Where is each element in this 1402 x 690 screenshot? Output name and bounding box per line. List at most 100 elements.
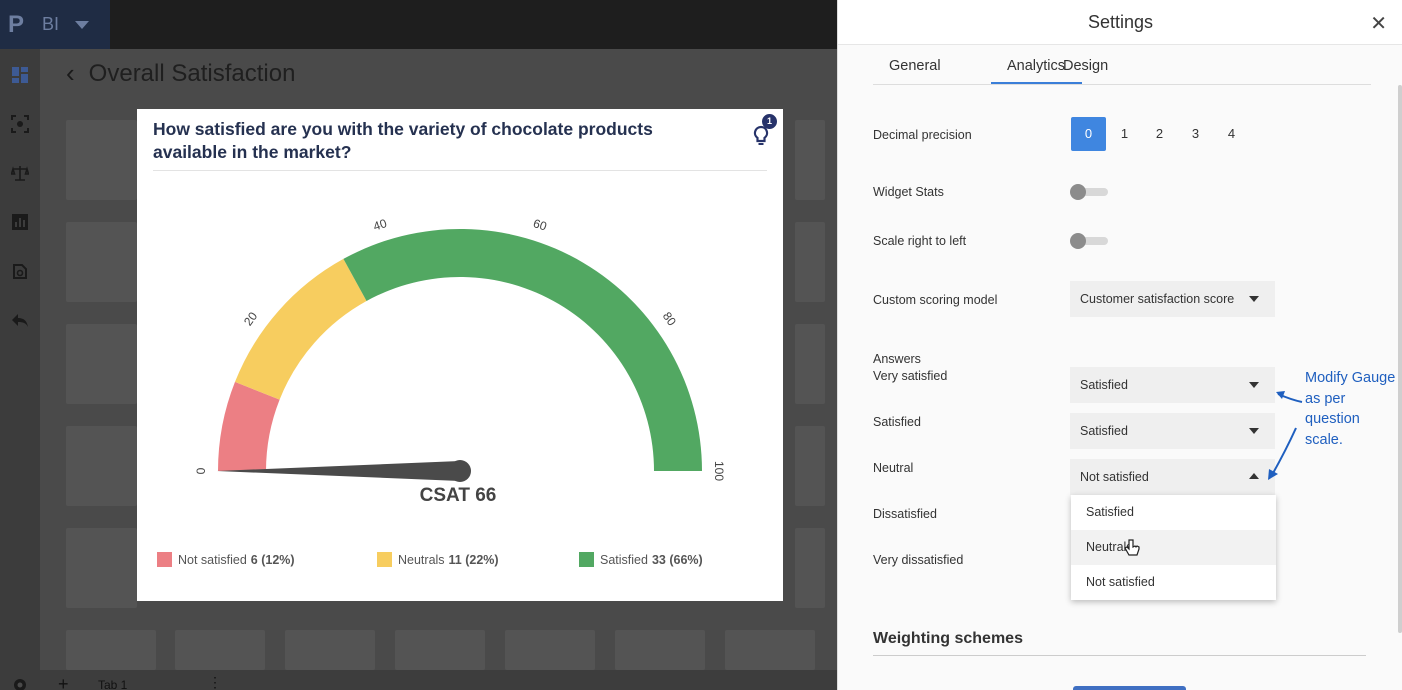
background-tile xyxy=(615,630,705,670)
widget-question: How satisfied are you with the variety o… xyxy=(153,119,653,162)
chevron-down-icon[interactable] xyxy=(75,20,90,29)
answer-label-very-dissatisfied: Very dissatisfied xyxy=(873,553,964,567)
page-header: ‹ Overall Satisfaction xyxy=(66,58,295,89)
gauge-segment-2 xyxy=(343,229,702,471)
bar-chart-icon[interactable] xyxy=(11,213,29,231)
toggle-track xyxy=(1076,188,1108,196)
gauge-tick-label: 0 xyxy=(194,467,208,474)
gauge-tick-label: 20 xyxy=(241,309,260,328)
primary-button[interactable] xyxy=(1073,686,1186,690)
widget-stats-toggle[interactable] xyxy=(1070,183,1110,201)
lightbulb-icon[interactable] xyxy=(749,121,773,147)
gauge-segment-1 xyxy=(234,258,367,400)
precision-option-2[interactable]: 2 xyxy=(1155,126,1164,141)
legend-item-neutrals: Neutrals 11 (22%) xyxy=(377,552,499,567)
answer-label-neutral: Neutral xyxy=(873,461,914,475)
background-tile xyxy=(66,426,137,506)
reply-icon[interactable] xyxy=(11,311,29,329)
scale-rtl-label: Scale right to left xyxy=(873,234,967,248)
chevron-down-icon xyxy=(1249,296,1259,302)
gauge-needle-hub xyxy=(449,460,471,482)
app-logo: P xyxy=(8,10,25,38)
brand-switcher[interactable]: P BI xyxy=(0,0,110,49)
tab-design[interactable]: Design xyxy=(1063,58,1109,74)
settings-panel: Settings ✕ General Analytics Design Deci… xyxy=(837,0,1402,690)
select-value: Satisfied xyxy=(1080,424,1128,438)
answer-dropdown-menu: Satisfied Neutrals Not satisfied xyxy=(1071,495,1276,600)
tab-1[interactable]: Tab 1 xyxy=(98,678,128,690)
answer-label-very-satisfied: Very satisfied xyxy=(873,369,948,383)
tab-menu-icon[interactable]: ⋮ xyxy=(208,674,222,690)
tab-general[interactable]: General xyxy=(889,58,941,74)
gauge-tick-label: 60 xyxy=(531,216,548,234)
precision-option-4[interactable]: 4 xyxy=(1227,126,1236,141)
background-tile xyxy=(505,630,595,670)
settings-title: Settings xyxy=(1087,12,1154,32)
dashboard-icon[interactable] xyxy=(11,66,29,84)
section-divider xyxy=(873,655,1366,656)
gauge-widget-card: How satisfied are you with the variety o… xyxy=(137,109,783,601)
answer-select-satisfied[interactable]: Satisfied xyxy=(1070,413,1275,449)
top-bar: P BI xyxy=(0,0,837,49)
answers-header: Answers xyxy=(873,352,921,366)
answer-label-satisfied: Satisfied xyxy=(873,415,921,429)
background-tile xyxy=(66,528,137,608)
legend-value: 33 (66%) xyxy=(651,552,703,567)
legend-item-not-satisfied: Not satisfied 6 (12%) xyxy=(157,552,295,567)
add-tab-icon[interactable]: + xyxy=(58,674,69,690)
back-arrow-icon[interactable]: ‹ xyxy=(66,58,75,88)
legend-label: Satisfied xyxy=(600,552,648,567)
left-nav-rail xyxy=(0,49,40,690)
gauge-segment-0 xyxy=(218,381,280,471)
widget-stats-label: Widget Stats xyxy=(873,185,944,199)
card-divider xyxy=(153,170,767,171)
background-tile xyxy=(285,630,375,670)
hand-cursor-icon xyxy=(1124,539,1140,556)
focus-icon[interactable] xyxy=(11,115,29,133)
background-tile xyxy=(66,630,156,670)
app-name: BI xyxy=(42,14,60,34)
answer-select-neutral[interactable]: Not satisfied xyxy=(1070,459,1275,495)
background-tile xyxy=(795,528,825,608)
background-tile xyxy=(795,426,825,506)
settings-tabs: General Analytics Design xyxy=(873,58,1371,85)
answer-label-dissatisfied: Dissatisfied xyxy=(873,507,937,521)
tab-analytics[interactable]: Analytics xyxy=(1007,58,1066,74)
active-tab-indicator xyxy=(991,82,1082,84)
close-icon[interactable]: ✕ xyxy=(1370,13,1387,35)
page-title: Overall Satisfaction xyxy=(88,59,296,87)
legend-value: 6 (12%) xyxy=(250,552,295,567)
page-tab-bar: + Tab 1 ⋮ xyxy=(40,670,837,690)
balance-scale-icon[interactable] xyxy=(11,164,29,182)
scrollbar[interactable] xyxy=(1398,85,1402,633)
gear-icon[interactable] xyxy=(11,676,29,690)
scale-rtl-toggle[interactable] xyxy=(1070,232,1110,250)
legend-swatch xyxy=(377,552,392,567)
legend-value: 11 (22%) xyxy=(448,552,499,567)
scoring-model-select[interactable]: Customer satisfaction score xyxy=(1070,281,1275,317)
gauge-needle xyxy=(217,461,460,481)
legend-swatch xyxy=(579,552,594,567)
weighting-schemes-title: Weighting schemes xyxy=(873,630,1023,647)
dropdown-option-satisfied[interactable]: Satisfied xyxy=(1086,505,1134,519)
background-tile xyxy=(795,222,825,302)
dropdown-option-not-satisfied[interactable]: Not satisfied xyxy=(1086,575,1155,589)
precision-option-3[interactable]: 3 xyxy=(1191,126,1200,141)
legend-label: Not satisfied xyxy=(178,552,247,567)
precision-option-1[interactable]: 1 xyxy=(1120,126,1129,141)
background-tile xyxy=(66,222,137,302)
answer-select-very-satisfied[interactable]: Satisfied xyxy=(1070,367,1275,403)
gauge-tick-label: 100 xyxy=(712,461,726,481)
settings-header: Settings ✕ xyxy=(838,0,1402,45)
chevron-up-icon xyxy=(1249,473,1259,479)
insight-count-badge: 1 xyxy=(762,114,777,129)
toggle-track xyxy=(1076,237,1108,245)
precision-option-0[interactable]: 0 xyxy=(1071,117,1106,151)
toggle-knob xyxy=(1070,233,1086,249)
decimal-precision-label: Decimal precision xyxy=(873,128,972,142)
gauge-tick-label: 40 xyxy=(372,216,389,234)
report-icon[interactable] xyxy=(11,262,29,280)
annotation-note: Modify Gauge as per question scale. xyxy=(1305,370,1396,448)
dropdown-option-neutrals[interactable]: Neutrals xyxy=(1071,530,1276,565)
gauge-value-label: CSAT 66 xyxy=(419,485,497,506)
